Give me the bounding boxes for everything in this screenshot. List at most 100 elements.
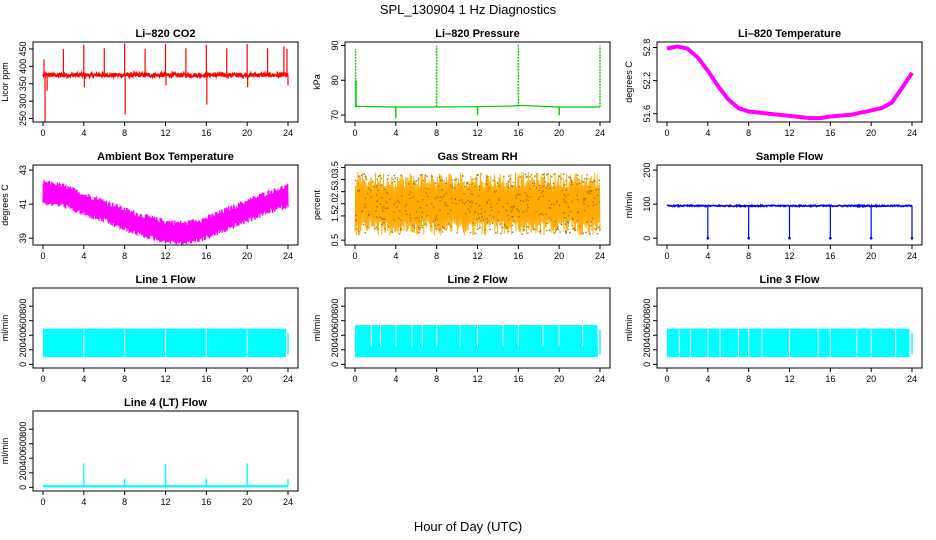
series-point	[511, 224, 514, 227]
series-point	[548, 216, 550, 219]
plot-area	[355, 325, 601, 358]
x-tick-label: 12	[160, 128, 170, 138]
series-point	[409, 213, 411, 216]
series-point	[487, 222, 489, 224]
series-point	[428, 188, 430, 190]
y-axis-label: degrees C	[624, 61, 634, 103]
x-tick-label: 4	[393, 128, 398, 138]
series-point	[412, 224, 415, 227]
series-point	[418, 177, 420, 180]
series-point	[415, 211, 418, 213]
series-point	[379, 203, 382, 206]
series-point	[519, 193, 521, 196]
series-point	[465, 213, 467, 215]
x-tick-label: 12	[784, 251, 794, 261]
x-tick-label: 20	[242, 374, 252, 384]
x-tick-label: 16	[513, 128, 523, 138]
series-point	[449, 209, 452, 211]
series-point	[598, 226, 600, 229]
series-point	[439, 196, 442, 198]
series-point	[565, 231, 568, 233]
series-point	[360, 174, 363, 176]
y-tick-label: 80	[330, 75, 340, 85]
series-point	[450, 225, 452, 228]
y-tick-label: 600	[642, 313, 652, 328]
x-tick-label: 16	[825, 251, 835, 261]
series-point	[568, 176, 570, 178]
drop-point	[788, 236, 791, 240]
series-point	[407, 183, 410, 185]
series-point	[393, 203, 395, 206]
series-point	[471, 183, 473, 185]
series-point	[480, 208, 483, 210]
series-point	[389, 198, 391, 200]
series-point	[357, 190, 359, 192]
series-point	[538, 189, 541, 192]
series-point	[533, 180, 536, 182]
series-point	[391, 231, 394, 233]
x-tick-label: 20	[554, 251, 564, 261]
y-tick-label: 350	[18, 76, 28, 91]
series-point	[398, 210, 401, 212]
y-axis-label: percent	[312, 189, 322, 220]
series-point	[589, 190, 592, 193]
x-tick-label: 16	[201, 374, 211, 384]
series-point	[511, 209, 513, 211]
series-point	[381, 196, 383, 199]
series-point	[593, 197, 596, 199]
series-point	[363, 173, 366, 175]
panel-title: Li–820 Pressure	[435, 28, 519, 40]
series-point	[579, 225, 581, 228]
y-tick-label: 800	[330, 299, 340, 314]
x-tick-label: 24	[595, 374, 605, 384]
series-point	[418, 220, 421, 223]
y-tick-label: 300	[18, 94, 28, 109]
series-point	[478, 185, 481, 188]
x-tick-label: 16	[513, 251, 523, 261]
series-point	[517, 209, 519, 211]
series-point	[584, 197, 586, 200]
series-point	[472, 222, 474, 224]
series-point	[546, 229, 548, 232]
series-point	[551, 175, 553, 178]
series-point	[564, 217, 567, 219]
series-point	[550, 219, 552, 221]
series-point	[562, 173, 565, 175]
series-point	[524, 192, 526, 194]
plot-area	[354, 171, 601, 236]
series-point	[533, 228, 536, 230]
series-point	[475, 202, 478, 205]
series-point	[398, 233, 401, 235]
series-point	[355, 214, 357, 217]
series-point	[567, 220, 569, 223]
series-point	[580, 180, 583, 182]
series-point	[471, 193, 474, 196]
series-point	[508, 175, 510, 177]
series-point	[479, 226, 481, 229]
series-point	[476, 218, 478, 220]
series-point	[434, 197, 437, 199]
x-tick-label: 16	[825, 374, 835, 384]
series-point	[518, 186, 521, 188]
series-point	[584, 199, 586, 201]
series-point	[412, 183, 415, 185]
series-point	[363, 224, 365, 226]
series-point	[553, 173, 555, 175]
series-point	[376, 178, 379, 181]
series-point	[518, 210, 520, 213]
series-point	[552, 203, 555, 206]
series-point	[563, 194, 566, 196]
series-point	[589, 192, 592, 195]
series-point	[546, 174, 548, 176]
series-point	[391, 182, 393, 184]
y-tick-label: 3.5	[330, 161, 340, 174]
y-tick-label: 52.8	[642, 39, 652, 57]
series-point	[386, 192, 389, 194]
series-point	[398, 217, 400, 220]
series-point	[527, 199, 530, 202]
panel-title: Sample Flow	[756, 151, 824, 163]
x-tick-label: 16	[201, 251, 211, 261]
series-point	[419, 206, 422, 209]
series-point	[434, 219, 437, 221]
